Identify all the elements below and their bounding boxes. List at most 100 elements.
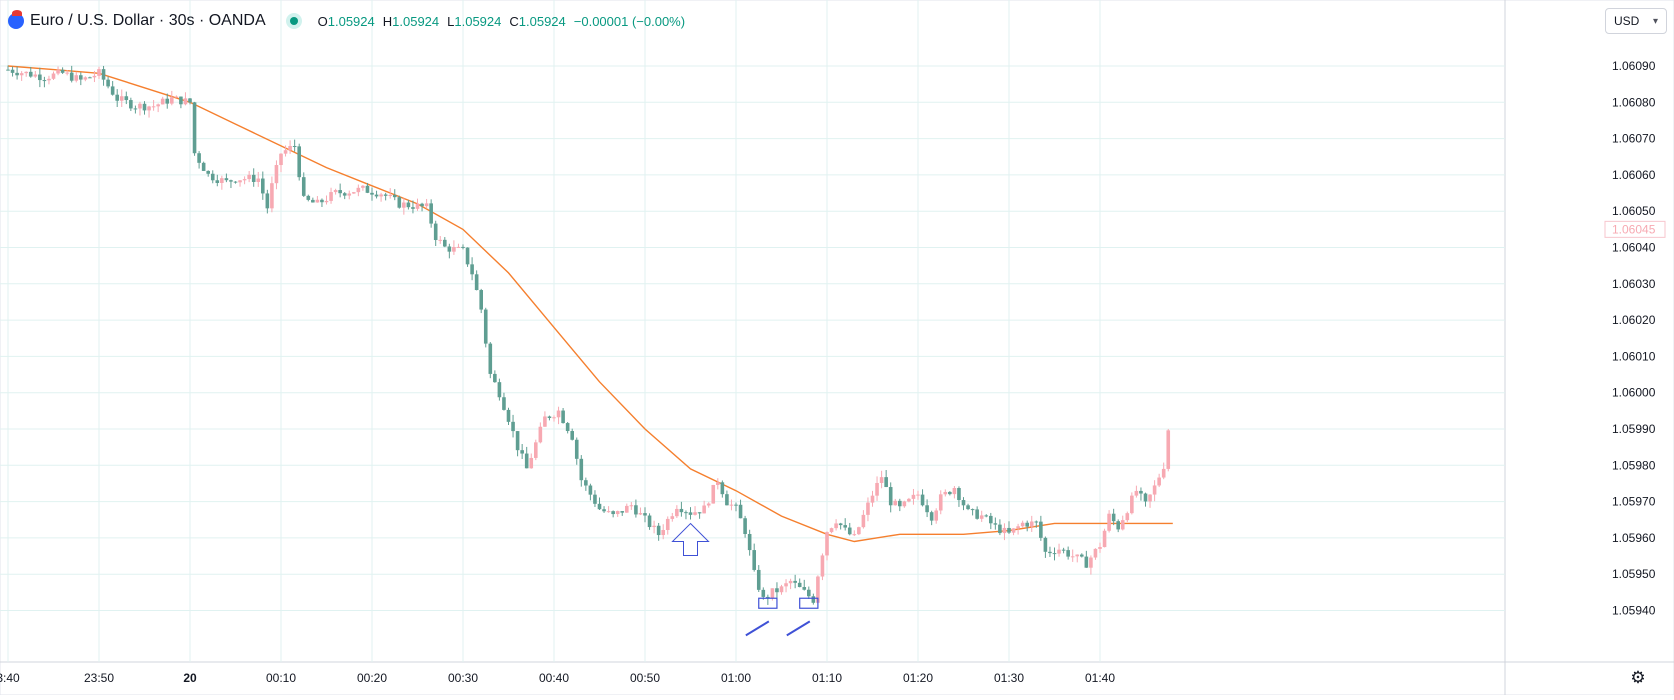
candle-down	[847, 527, 852, 535]
candle-up	[638, 513, 643, 515]
candles	[6, 65, 1171, 605]
candle-up	[402, 202, 406, 208]
candle-up	[675, 508, 679, 517]
candle-up	[1002, 527, 1007, 534]
open-label: O	[317, 13, 328, 29]
candle-down	[292, 146, 297, 148]
annotations	[671, 522, 819, 637]
x-tick-label: 00:10	[266, 671, 296, 685]
candle-down	[593, 494, 597, 504]
candle-down	[374, 194, 379, 197]
candle-down	[720, 482, 725, 495]
candle-up	[861, 514, 866, 528]
candle-up	[83, 77, 88, 80]
moving-average-line	[7, 65, 1173, 543]
candle-down	[515, 431, 520, 451]
candle-down	[179, 96, 183, 105]
candle-up	[1125, 513, 1130, 521]
candle-up	[629, 505, 634, 507]
candle-down	[579, 458, 584, 481]
price-axis[interactable]: 1.06090 1.06080 1.06070 1.06060 1.06050 1.060…	[1604, 59, 1666, 618]
candle-down	[42, 80, 47, 82]
candle-down	[948, 491, 952, 495]
candle-down	[634, 505, 638, 515]
candle-down	[807, 589, 811, 597]
x-tick-label: 01:00	[721, 671, 751, 685]
moving-average	[7, 65, 1173, 543]
close-label: C	[509, 13, 519, 29]
candle-up	[160, 98, 165, 105]
candle-up	[857, 527, 861, 535]
symbol-title[interactable]: Euro / U.S. Dollar · 30s · OANDA	[30, 12, 266, 29]
candle-down	[370, 192, 374, 195]
time-axis[interactable]: 3:40 23:50 20 00:10 00:20 00:30 00:40 00:50 01:0…	[0, 671, 1115, 685]
candle-up	[938, 494, 943, 511]
x-tick-label: 20	[183, 671, 197, 685]
candle-up	[1029, 521, 1034, 527]
candle-down	[483, 309, 488, 344]
y-tick-label: 1.06000	[1612, 386, 1656, 400]
candle-down	[470, 264, 474, 275]
candle-up	[33, 74, 38, 77]
x-tick-label: 00:50	[630, 671, 660, 685]
x-tick-label: 00:30	[448, 671, 478, 685]
candle-up	[875, 482, 879, 496]
candle-up	[820, 555, 825, 577]
candle-down	[1139, 490, 1143, 494]
x-tick-label: 01:30	[994, 671, 1024, 685]
x-tick-label: 23:50	[84, 671, 114, 685]
candle-down	[1116, 521, 1120, 530]
candle-down	[793, 580, 797, 583]
candle-down	[488, 343, 493, 374]
candle-down	[756, 569, 761, 590]
candle-down	[993, 523, 998, 525]
candle-up	[138, 103, 142, 109]
candle-down	[447, 246, 452, 252]
candle-down	[611, 511, 615, 515]
candle-down	[233, 181, 238, 183]
candle-down	[165, 98, 170, 104]
candle-up	[829, 528, 834, 533]
candle-up	[952, 488, 957, 495]
market-status-icon[interactable]	[285, 13, 302, 29]
pointer-line-annotation	[786, 620, 811, 637]
candle-down	[261, 178, 265, 194]
x-tick-label: 01:40	[1085, 671, 1115, 685]
candle-up	[866, 502, 870, 515]
candle-up	[665, 518, 670, 531]
currency-selector[interactable]: USD ▾	[1605, 8, 1667, 34]
candle-down	[929, 512, 934, 521]
candle-down	[802, 587, 807, 590]
candle-down	[215, 180, 220, 183]
price-change: −0.00001 (−0.00%)	[573, 13, 686, 29]
candle-up	[625, 505, 629, 513]
candle-up	[661, 530, 665, 536]
x-tick-label: 00:20	[357, 671, 387, 685]
candle-up	[834, 523, 838, 529]
candle-down	[210, 173, 215, 181]
candle-down	[461, 246, 465, 248]
candle-up	[51, 73, 56, 79]
candle-down	[465, 247, 470, 265]
candle-up	[1152, 485, 1157, 495]
candle-down	[10, 69, 15, 73]
candle-up	[97, 69, 101, 76]
candle-up	[770, 588, 775, 599]
candle-up	[852, 534, 857, 536]
candle-down	[734, 504, 738, 506]
gear-icon[interactable]: ⚙	[1630, 668, 1646, 687]
y-tick-label: 1.05950	[1612, 567, 1656, 581]
candle-down	[797, 582, 802, 588]
candle-up	[1093, 548, 1098, 558]
candle-down	[311, 199, 315, 203]
candle-up	[220, 178, 224, 183]
candle-up	[788, 580, 793, 584]
candle-up	[711, 484, 716, 504]
candle-up	[816, 576, 820, 603]
candle-up	[74, 75, 79, 81]
candle-up	[65, 72, 69, 74]
y-tick-label: 1.05960	[1612, 531, 1656, 545]
candle-down	[392, 194, 397, 198]
